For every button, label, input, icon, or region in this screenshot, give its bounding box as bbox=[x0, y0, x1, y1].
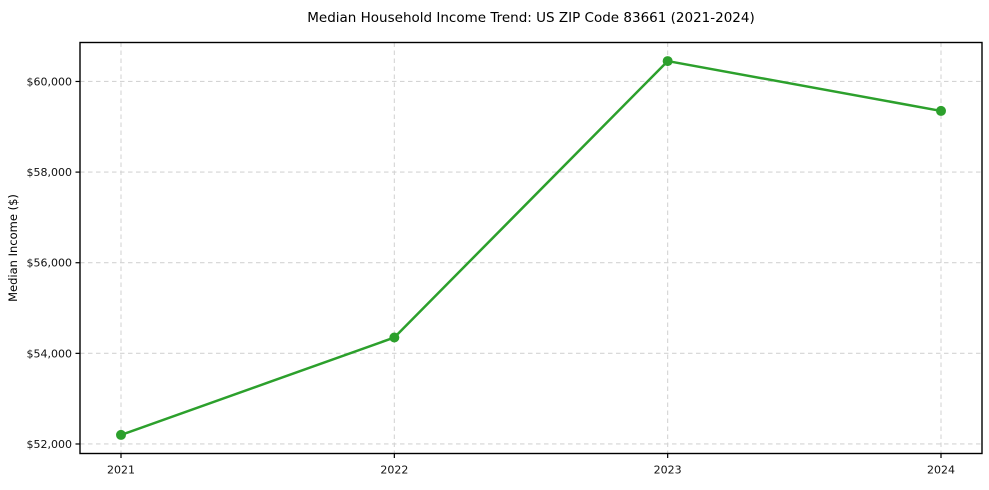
y-axis-label: Median Income ($) bbox=[6, 194, 20, 302]
data-point bbox=[936, 105, 946, 116]
income-trend-line bbox=[119, 59, 943, 437]
x-tick-label: 2024 bbox=[927, 464, 955, 477]
data-point bbox=[662, 56, 673, 67]
y-tick-label: $52,000 bbox=[27, 438, 73, 451]
plot-border bbox=[79, 41, 983, 455]
x-tick-label: 2022 bbox=[380, 464, 408, 477]
plot-area: $52,000 $54,000 $56,000 $58,000 $60,000 2021 2… bbox=[27, 41, 983, 477]
x-tick-label: 2023 bbox=[654, 464, 682, 477]
y-tick-label: $60,000 bbox=[27, 75, 73, 88]
y-tick-label: $58,000 bbox=[27, 166, 73, 179]
data-point bbox=[116, 429, 126, 440]
y-tick-label: $54,000 bbox=[27, 347, 73, 360]
chart-title: Median Household Income Trend: US ZIP Co… bbox=[307, 10, 755, 26]
y-tick-label: $56,000 bbox=[27, 257, 73, 270]
x-tick-label: 2021 bbox=[107, 464, 135, 477]
data-point bbox=[389, 332, 400, 343]
